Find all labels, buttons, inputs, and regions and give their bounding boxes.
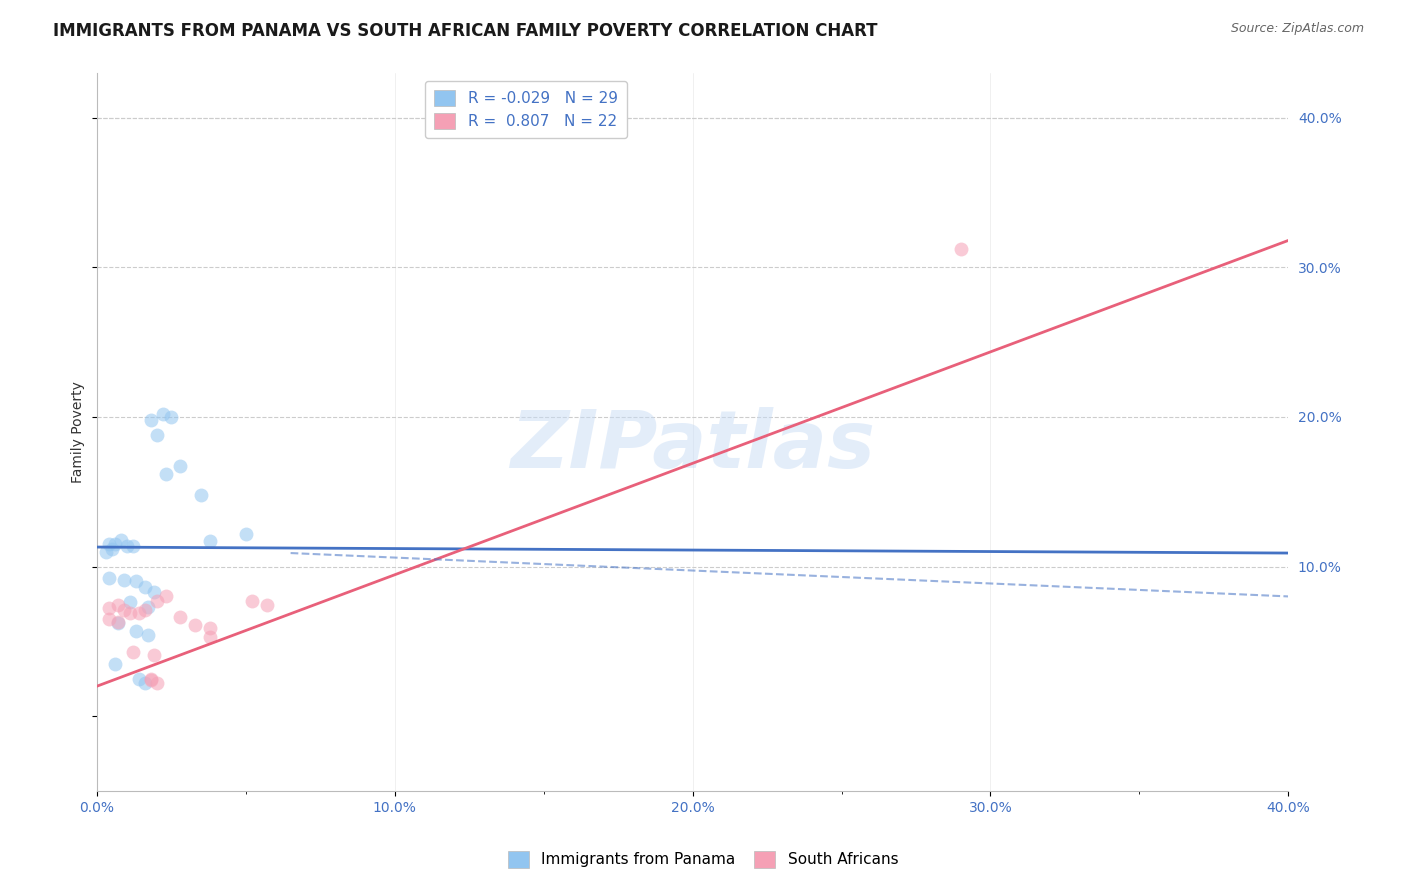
Point (101, 541, 124, 556)
Point (155, 467, 177, 481)
Point (152, 407, 174, 421)
Text: ZIPatlas: ZIPatlas (510, 408, 875, 485)
Legend: R = -0.029   N = 29, R =  0.807   N = 22: R = -0.029 N = 29, R = 0.807 N = 22 (425, 80, 627, 138)
Point (136, 599, 159, 614)
Point (104, 537, 127, 551)
Point (128, 672, 150, 686)
Point (94, 544, 117, 558)
Point (121, 539, 143, 553)
Point (200, 534, 222, 549)
Point (145, 428, 167, 442)
Point (97, 572, 120, 586)
Point (118, 606, 141, 620)
Point (169, 459, 191, 474)
Point (169, 610, 191, 624)
Point (142, 585, 165, 599)
Point (121, 645, 143, 659)
Point (145, 676, 167, 690)
Point (97, 601, 120, 615)
Point (184, 617, 207, 632)
Point (134, 603, 156, 617)
Point (200, 621, 222, 635)
Point (112, 573, 135, 587)
Point (107, 599, 129, 613)
Point (104, 657, 127, 671)
Point (136, 628, 159, 642)
Point (145, 594, 167, 608)
Point (107, 615, 129, 629)
Point (107, 616, 129, 631)
Point (235, 526, 257, 541)
Point (125, 574, 148, 589)
Point (97, 612, 120, 626)
Point (128, 606, 150, 620)
Point (240, 594, 263, 608)
Point (134, 581, 156, 595)
Point (139, 673, 162, 688)
Legend: Immigrants from Panama, South Africans: Immigrants from Panama, South Africans (502, 845, 904, 873)
Text: IMMIGRANTS FROM PANAMA VS SOUTH AFRICAN FAMILY POVERTY CORRELATION CHART: IMMIGRANTS FROM PANAMA VS SOUTH AFRICAN … (53, 22, 877, 40)
Point (118, 595, 141, 609)
Point (115, 539, 138, 553)
Point (160, 409, 183, 424)
Point (139, 413, 162, 427)
Point (949, 243, 972, 257)
Point (139, 672, 162, 686)
Point (110, 533, 132, 547)
Text: Source: ZipAtlas.com: Source: ZipAtlas.com (1230, 22, 1364, 36)
Point (134, 676, 156, 690)
Point (97, 537, 120, 551)
Point (112, 603, 135, 617)
Point (190, 488, 212, 502)
Point (200, 630, 222, 644)
Point (142, 648, 165, 662)
Y-axis label: Family Poverty: Family Poverty (72, 381, 86, 483)
Point (125, 624, 148, 638)
Point (256, 599, 278, 613)
Point (155, 590, 177, 604)
